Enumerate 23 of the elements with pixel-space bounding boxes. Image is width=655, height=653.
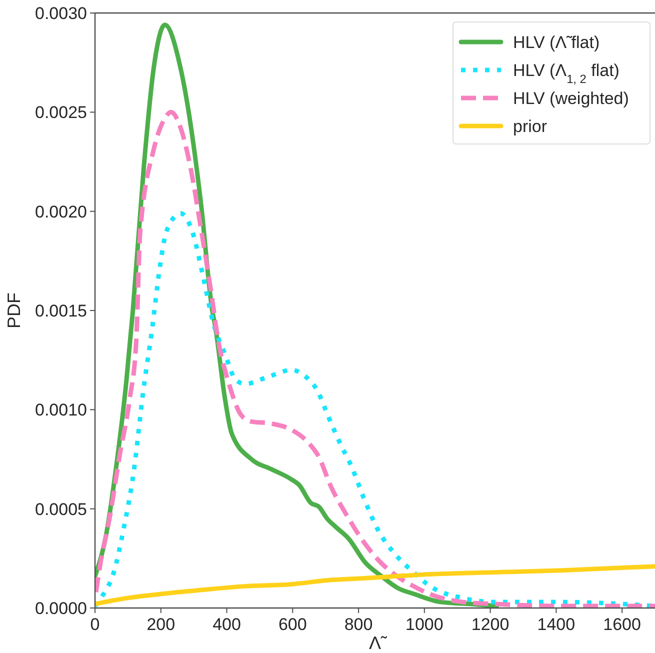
y-tick-label: 0.0025 xyxy=(35,103,87,122)
y-tick-label: 0.0020 xyxy=(35,202,87,222)
x-tick-label: 1200 xyxy=(471,615,510,634)
x-tick-label: 1400 xyxy=(537,615,576,634)
line-series xyxy=(95,564,655,606)
x-tick-label: 0 xyxy=(90,615,100,634)
x-tick-label: 200 xyxy=(146,615,176,634)
x-tick-label: 600 xyxy=(278,615,307,634)
x-tick-label: 1000 xyxy=(406,615,444,634)
legend-label: prior xyxy=(513,117,548,136)
y-tick-label: 0.0005 xyxy=(35,500,87,519)
y-tick-label: 0.0000 xyxy=(35,599,87,618)
y-tick-label: 0.0010 xyxy=(35,400,87,420)
legend-label: HLV (weighted) xyxy=(513,89,629,108)
x-tick-label: 800 xyxy=(344,615,373,634)
x-tick-label: 400 xyxy=(212,615,241,634)
x-tick-label: 1600 xyxy=(603,615,641,634)
y-tick-label: 0.0015 xyxy=(35,302,87,320)
x-axis-title: Λ̃ xyxy=(368,633,388,653)
y-axis-title: PDF xyxy=(4,292,24,328)
y-tick-label: 0.0030 xyxy=(35,4,87,23)
legend-label: HLV (Λ$_{1, 2}$ flat) xyxy=(513,61,620,86)
legend-label: HLV (Λ̃ flat) xyxy=(513,33,600,52)
